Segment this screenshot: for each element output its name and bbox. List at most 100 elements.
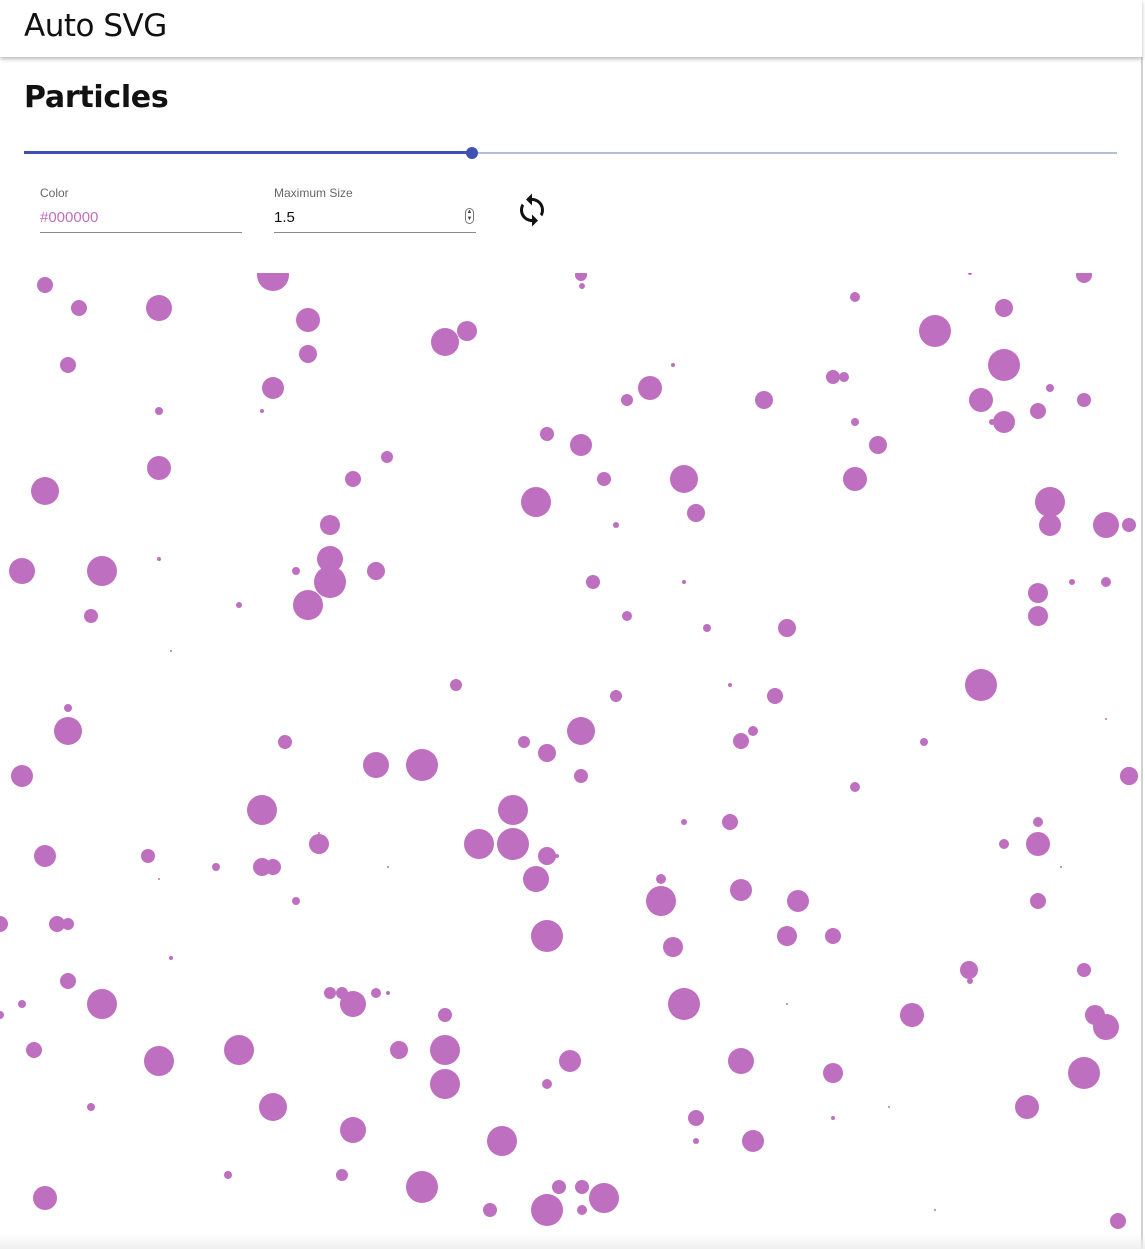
particle [934,1209,936,1211]
particle [265,859,281,875]
particle [638,376,662,400]
particle [0,916,8,932]
particle [141,849,155,863]
particle [888,1106,890,1108]
particle [531,1194,563,1226]
particle [920,738,928,746]
particle [1046,384,1054,392]
particle [147,456,171,480]
particle [663,937,683,957]
particle [688,1110,704,1126]
particle [825,928,841,944]
particle [84,609,98,623]
particle [1068,1057,1100,1089]
particle [742,1130,764,1152]
particle [1093,512,1119,538]
particle [1076,273,1092,283]
particle [1026,832,1050,856]
slider-fill [24,151,473,154]
particle [733,733,749,749]
particle [965,669,997,701]
particle [49,916,65,932]
particle [406,1171,438,1203]
particle [748,726,758,736]
particle [87,1103,95,1111]
particle [336,987,348,999]
particle [1028,606,1048,626]
particle [158,878,160,880]
maximum-size-field[interactable]: Maximum Size 1.5 ▲ ▼ [274,186,476,234]
particle [87,556,117,586]
particle [1060,866,1062,868]
particle [993,411,1015,433]
particle [406,749,438,781]
particle [518,736,530,748]
particle [157,557,161,561]
particle [1110,1213,1126,1229]
particle [381,451,393,463]
particle [363,752,389,778]
particle [387,866,389,868]
color-underline [40,232,242,233]
particle [257,273,289,291]
particle [671,363,675,367]
slider-thumb[interactable] [466,147,479,159]
particle [498,795,528,825]
particle [278,735,292,749]
particle [999,839,1009,849]
particle [969,388,993,412]
stepper-down-icon[interactable]: ▼ [466,216,473,222]
particle [320,515,340,535]
particle [431,328,459,356]
particle [586,575,600,589]
particle [1030,403,1046,419]
particle [722,814,738,830]
particle [843,467,867,491]
particle [324,987,336,999]
particle [574,769,588,783]
color-field[interactable]: Color #000000 [40,186,242,234]
number-stepper[interactable]: ▲ ▼ [465,208,474,224]
particle [317,546,343,572]
particle [778,619,796,637]
particle [144,1046,174,1076]
particle [900,1003,924,1027]
particle [622,611,632,621]
particle [755,391,773,409]
particle [538,847,556,865]
particle [390,1041,408,1059]
particle [988,349,1020,381]
particle [26,1042,42,1058]
particle [579,283,585,289]
color-input[interactable]: #000000 [40,209,99,226]
particle [521,487,551,517]
particle [345,471,361,487]
particle [523,866,549,892]
particle [430,1069,460,1099]
particle [1122,518,1136,532]
particle [850,292,860,302]
particle [487,1126,517,1156]
particle [542,1079,552,1089]
app-title: Auto SVG [24,8,167,44]
particle-slider[interactable] [24,143,1117,163]
maximum-size-input[interactable]: 1.5 [274,209,295,226]
particle [340,991,366,1017]
particle [37,277,53,293]
particle [170,650,172,652]
particle [318,832,320,834]
particle [71,300,87,316]
particle [260,409,264,413]
particle [11,765,33,787]
refresh-button[interactable] [512,188,552,232]
particle [1101,577,1111,587]
particle [1035,487,1065,517]
particle [299,345,317,363]
refresh-icon [520,193,544,227]
particle [728,1048,754,1074]
stepper-up-icon[interactable]: ▲ [466,209,473,215]
particle [60,973,76,989]
particle [1077,393,1091,407]
slider-track[interactable] [24,152,1117,154]
particle [309,834,329,854]
